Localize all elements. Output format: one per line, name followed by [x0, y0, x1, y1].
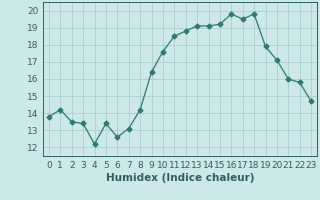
X-axis label: Humidex (Indice chaleur): Humidex (Indice chaleur) [106, 173, 254, 183]
